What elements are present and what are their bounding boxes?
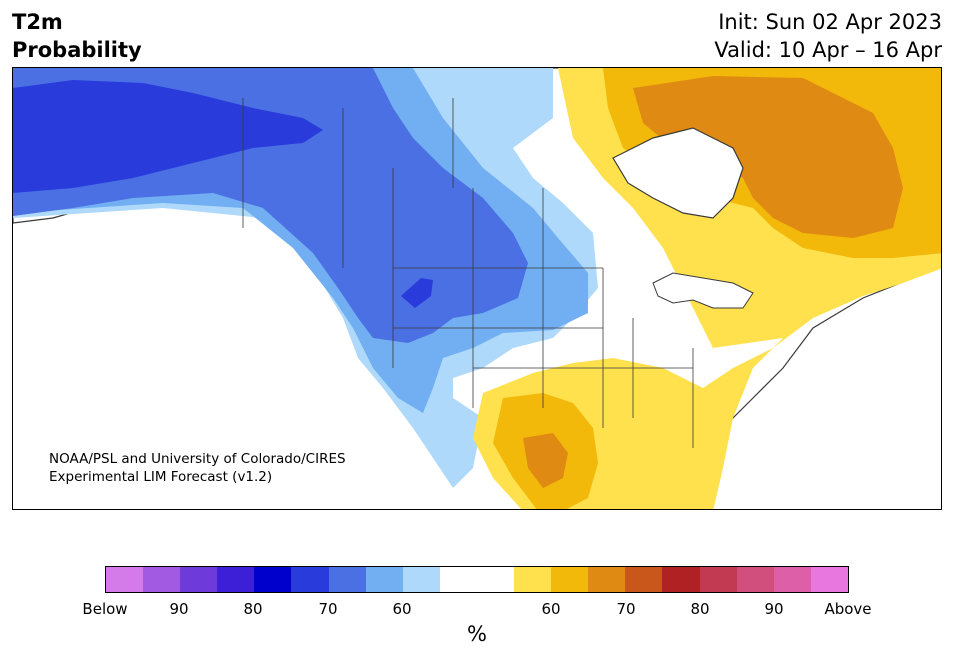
credit-text: NOAA/PSL and University of Colorado/CIRE… <box>49 450 346 486</box>
colorbar-segment <box>439 567 477 592</box>
colorbar-units: % <box>467 622 487 646</box>
title-type: Probability <box>12 38 142 62</box>
colorbar-tick: 80 <box>243 600 263 618</box>
colorbar-tick: 60 <box>541 600 561 618</box>
valid-range: Valid: 10 Apr – 16 Apr <box>714 38 942 62</box>
colorbar-segment <box>217 567 255 592</box>
probability-map <box>12 67 942 510</box>
credit-line-1: NOAA/PSL and University of Colorado/CIRE… <box>49 451 346 467</box>
colorbar-segment <box>143 567 181 592</box>
colorbar-segment <box>699 567 737 592</box>
colorbar-segment <box>476 567 515 592</box>
below-80-region <box>13 80 323 193</box>
colorbar-tick: 90 <box>764 600 784 618</box>
init-date: Init: Sun 02 Apr 2023 <box>718 10 942 34</box>
colorbar-segment <box>810 567 848 592</box>
map-canvas <box>13 68 941 509</box>
colorbar <box>105 566 849 593</box>
colorbar-segment <box>254 567 292 592</box>
colorbar-tick: 70 <box>318 600 338 618</box>
hudson-bay <box>612 127 744 219</box>
colorbar-segment <box>588 567 626 592</box>
colorbar-segment <box>106 567 144 592</box>
great-lakes <box>652 272 754 309</box>
colorbar-tick: 60 <box>392 600 412 618</box>
colorbar-tick: 70 <box>616 600 636 618</box>
colorbar-tick: Above <box>824 600 872 618</box>
colorbar-segment <box>551 567 589 592</box>
colorbar-segment <box>328 567 366 592</box>
colorbar-segment <box>514 567 552 592</box>
colorbar-segment <box>291 567 329 592</box>
map-title: T2m Probability <box>12 8 142 64</box>
colorbar-tick: 90 <box>169 600 189 618</box>
title-variable: T2m <box>12 10 63 34</box>
colorbar-segment <box>736 567 774 592</box>
colorbar-segment <box>180 567 218 592</box>
state-borders <box>242 98 694 448</box>
above-70-south <box>523 433 568 488</box>
credit-line-2: Experimental LIM Forecast (v1.2) <box>49 469 273 485</box>
colorbar-segment <box>662 567 700 592</box>
colorbar-tick: Below <box>82 600 128 618</box>
above-70-region <box>633 76 903 238</box>
colorbar-segment <box>773 567 811 592</box>
colorbar-segment <box>625 567 663 592</box>
below-80-patch <box>401 278 433 308</box>
colorbar-segment <box>365 567 403 592</box>
colorbar-segment <box>402 567 440 592</box>
forecast-dates: Init: Sun 02 Apr 2023 Valid: 10 Apr – 16… <box>714 8 942 64</box>
colorbar-tick: 80 <box>690 600 710 618</box>
